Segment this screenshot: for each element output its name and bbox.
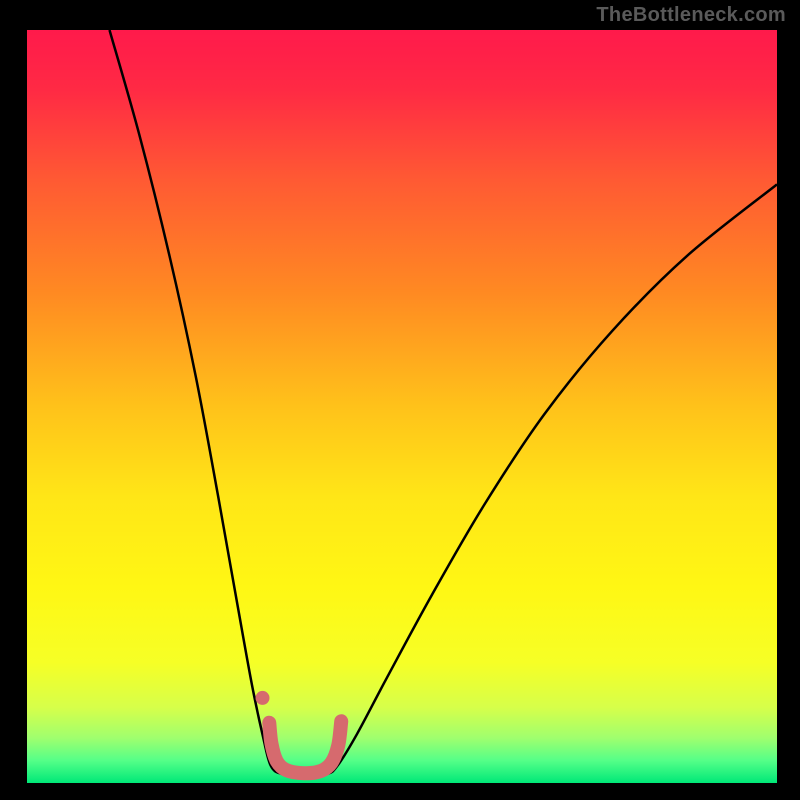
source-watermark: TheBottleneck.com <box>596 4 786 27</box>
gradient-background <box>27 30 777 783</box>
bottleneck-chart <box>27 30 777 783</box>
outer-frame: TheBottleneck.com <box>0 0 800 800</box>
marker-dot <box>256 691 270 705</box>
plot-area <box>27 30 777 783</box>
